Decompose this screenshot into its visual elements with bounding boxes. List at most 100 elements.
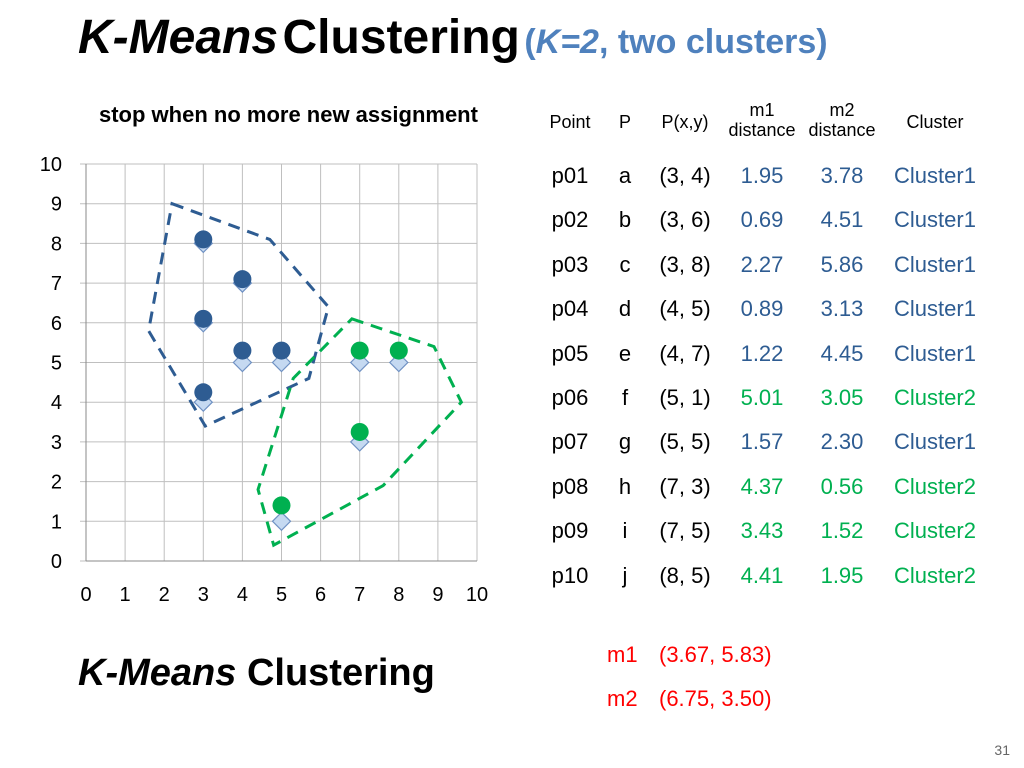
cell-p: b [618, 207, 632, 233]
cell-p: g [618, 429, 632, 455]
cell-cluster: Cluster1 [894, 163, 976, 188]
cell-p: j [622, 562, 628, 588]
table-row: p07 g (5, 5) 1.57 2.30 Cluster1 [540, 429, 1000, 459]
y-tick-label: 9 [51, 194, 62, 216]
y-tick-label: 4 [51, 392, 62, 414]
mean-m2: m2 (6.75, 3.50) [607, 686, 772, 712]
table-row: p10 j (8, 5) 4.41 1.95 Cluster2 [540, 563, 1000, 593]
cell-p: i [622, 518, 628, 544]
header-m2-distance: m2 distance [808, 100, 876, 140]
header-point: Point [549, 112, 591, 132]
cluster1-point [233, 341, 252, 360]
y-tick-label: 8 [51, 233, 62, 255]
cell-xy: (3, 6) [659, 207, 711, 233]
cell-p: f [621, 385, 629, 410]
cluster2-point [350, 341, 369, 360]
cell-cluster: Cluster2 [894, 385, 976, 410]
y-tick-label: 2 [51, 472, 62, 494]
cluster1-point [194, 230, 213, 249]
cell-m1: 1.95 [740, 163, 784, 188]
mean-m2-label: m2 [607, 686, 638, 711]
cell-point: p04 [551, 296, 589, 322]
cell-m2: 3.05 [820, 385, 864, 410]
cell-m1: 4.41 [740, 562, 784, 588]
y-tick-label: 1 [51, 511, 62, 533]
slide-title: K-Means Clustering (K=2, two clusters) [78, 10, 828, 65]
x-tick-label: 8 [393, 584, 404, 606]
kmeans-scatter-chart: 0 1 2 3 4 5 6 7 8 9 10 0 1 2 3 4 5 6 7 8 9 10 [40, 154, 488, 606]
cell-point: p01 [551, 163, 589, 188]
x-tick-label: 1 [120, 584, 131, 606]
x-tick-label: 4 [237, 584, 248, 606]
title-parenthetical: (K=2, two clusters) [524, 23, 828, 61]
cell-cluster: Cluster2 [894, 473, 976, 499]
mean-m2-value: (6.75, 3.50) [659, 686, 772, 711]
cluster1-point [233, 270, 252, 289]
x-tick-label: 7 [354, 584, 365, 606]
cell-m2: 5.86 [820, 251, 864, 277]
cell-m1: 0.89 [740, 296, 784, 322]
table-row: p02 b (3, 6) 0.69 4.51 Cluster1 [540, 207, 1000, 237]
cluster2-point [350, 422, 369, 441]
cell-xy: (5, 1) [659, 385, 711, 410]
cell-m1: 5.01 [740, 385, 784, 410]
header-m1-distance: m1 distance [728, 100, 796, 140]
cell-cluster: Cluster1 [894, 207, 976, 233]
cell-cluster: Cluster1 [894, 340, 976, 366]
cell-cluster: Cluster1 [894, 429, 976, 455]
cell-m2: 4.51 [820, 207, 864, 233]
cell-m1: 1.22 [740, 340, 784, 366]
title-italic: K-Means [78, 11, 279, 64]
cell-point: p06 [551, 385, 589, 410]
cell-p: a [618, 163, 632, 188]
cell-xy: (8, 5) [659, 562, 711, 588]
table-row: p06 f (5, 1) 5.01 3.05 Cluster2 [540, 385, 1000, 415]
stop-condition-note: stop when no more new assignment [99, 102, 478, 127]
cell-point: p10 [551, 562, 589, 588]
cell-cluster: Cluster2 [894, 562, 976, 588]
cell-m1: 3.43 [740, 518, 784, 544]
table-row: p09 i (7, 5) 3.43 1.52 Cluster2 [540, 518, 1000, 548]
cell-xy: (4, 7) [659, 340, 711, 366]
cell-xy: (5, 5) [659, 429, 711, 455]
cell-point: p02 [551, 207, 589, 233]
cell-m1: 0.69 [740, 207, 784, 233]
cell-m1: 1.57 [740, 429, 784, 455]
cell-m2: 3.13 [820, 296, 864, 322]
cell-p: c [619, 251, 631, 277]
cell-xy: (7, 3) [659, 473, 711, 499]
cluster2-point [272, 496, 291, 515]
table-row: p01 a (3, 4) 1.95 3.78 Cluster1 [540, 163, 1000, 193]
cell-m1: 2.27 [740, 251, 784, 277]
cell-p: d [618, 296, 632, 322]
cluster1-point [194, 309, 213, 328]
header-p: P [618, 112, 631, 132]
mean-m1-value: (3.67, 5.83) [659, 642, 772, 667]
x-tick-label: 5 [276, 584, 287, 606]
cluster1-point [272, 341, 291, 360]
cell-cluster: Cluster1 [894, 296, 976, 322]
mean-m1: m1 (3.67, 5.83) [607, 642, 772, 668]
cell-cluster: Cluster1 [894, 251, 976, 277]
cell-xy: (4, 5) [659, 296, 711, 322]
cell-p: h [618, 473, 632, 499]
cell-point: p07 [551, 429, 589, 455]
cluster2-point [389, 341, 408, 360]
cell-xy: (7, 5) [659, 518, 711, 544]
table-row: p05 e (4, 7) 1.22 4.45 Cluster1 [540, 341, 1000, 371]
bottom-title-italic: K-Means [78, 652, 237, 694]
header-pxy: P(x,y) [661, 112, 709, 132]
table-row: p03 c (3, 8) 2.27 5.86 Cluster1 [540, 252, 1000, 282]
cell-m2: 4.45 [820, 340, 864, 366]
cell-m1: 4.37 [740, 473, 784, 499]
cell-point: p05 [551, 340, 589, 366]
cell-m2: 3.78 [820, 163, 864, 188]
y-tick-label: 0 [51, 551, 62, 573]
cluster-2-hull [256, 317, 464, 548]
cell-m2: 2.30 [820, 429, 864, 455]
data-point-diamond [271, 511, 292, 532]
cell-p: e [618, 340, 632, 366]
x-tick-label: 2 [159, 584, 170, 606]
cell-m2: 1.95 [820, 562, 864, 588]
cell-cluster: Cluster2 [894, 518, 976, 544]
